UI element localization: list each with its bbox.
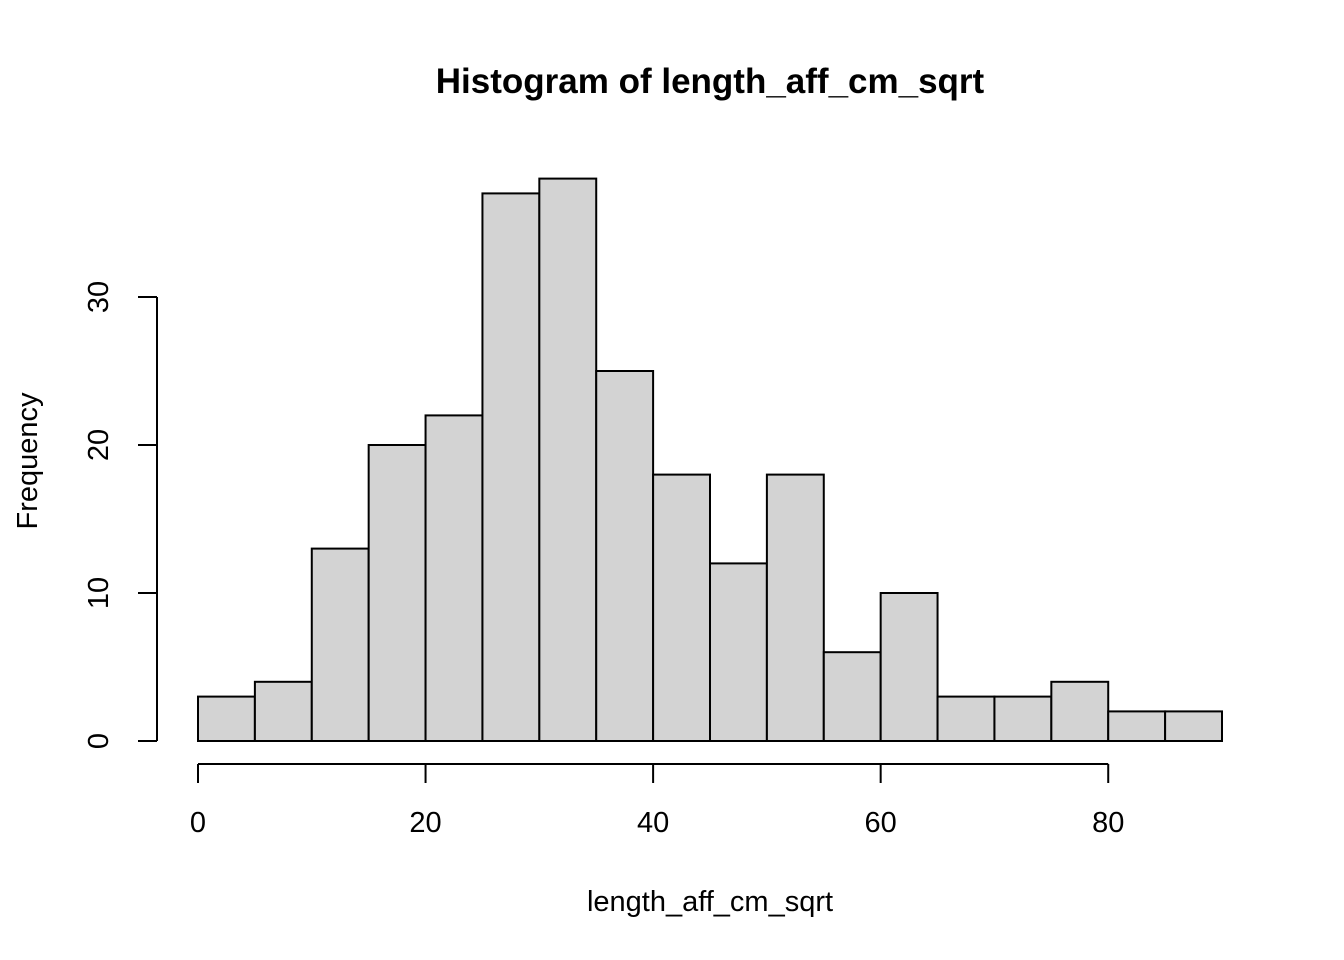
y-tick-label: 10 bbox=[83, 577, 115, 609]
x-axis-title: length_aff_cm_sqrt bbox=[587, 886, 833, 918]
histogram-bar bbox=[367, 444, 427, 742]
histogram-bar bbox=[879, 592, 939, 742]
x-tick-label: 40 bbox=[637, 807, 669, 839]
histogram-bar bbox=[936, 695, 996, 742]
histogram-bar bbox=[765, 473, 825, 742]
x-axis: 0 20 40 60 80 bbox=[190, 763, 1124, 839]
y-tick-label: 30 bbox=[83, 281, 115, 313]
x-tick-label: 60 bbox=[865, 807, 897, 839]
y-tick-label: 20 bbox=[83, 429, 115, 461]
bars-group bbox=[197, 177, 1223, 743]
histogram-bar bbox=[1164, 710, 1223, 743]
histogram-bar bbox=[595, 370, 655, 742]
x-tick-label: 80 bbox=[1092, 807, 1124, 839]
histogram-bar bbox=[709, 562, 768, 743]
histogram-bar bbox=[1050, 680, 1110, 742]
histogram-bar bbox=[1107, 710, 1167, 743]
chart-title: Histogram of length_aff_cm_sqrt bbox=[436, 62, 985, 101]
histogram-bar bbox=[481, 192, 541, 742]
histogram-bar bbox=[253, 680, 313, 742]
histogram-bar bbox=[424, 414, 484, 742]
histogram-bar bbox=[993, 695, 1053, 742]
y-axis: 0 10 20 30 bbox=[83, 281, 158, 749]
histogram-bar bbox=[197, 695, 256, 742]
y-tick-label: 0 bbox=[83, 733, 115, 749]
histogram-bar bbox=[652, 473, 711, 742]
x-tick-label: 20 bbox=[409, 807, 441, 839]
histogram-bar bbox=[822, 651, 882, 743]
histogram-bar bbox=[310, 547, 370, 742]
histogram-bar bbox=[538, 177, 598, 743]
x-tick-label: 0 bbox=[190, 807, 206, 839]
y-axis-title: Frequency bbox=[12, 392, 44, 530]
